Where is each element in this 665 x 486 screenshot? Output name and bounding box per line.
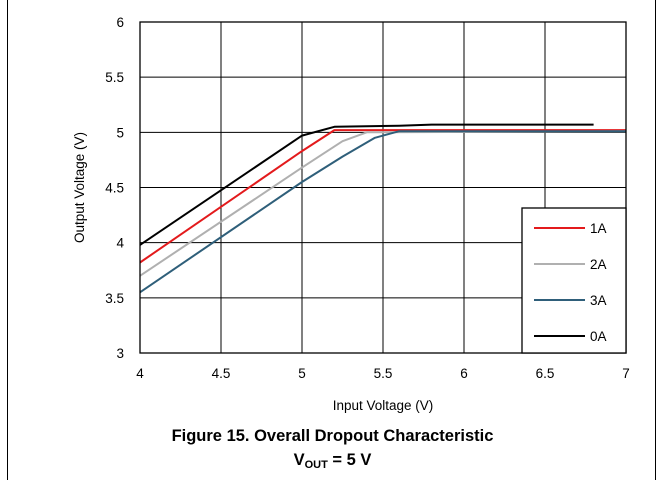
- caption-v: V: [293, 451, 305, 469]
- x-axis-label: Input Voltage (V): [333, 398, 434, 413]
- y-tick-label: 4: [116, 236, 124, 251]
- x-tick-label: 4: [136, 366, 144, 381]
- caption-subscript: OUT: [304, 459, 328, 471]
- x-tick-label: 5: [298, 366, 306, 381]
- dropout-chart: 4 4.5 5 5.5 6 6.5 7 3 3.5 4 4.5 5 5.5 6 Input Voltage…: [72, 15, 630, 413]
- y-axis-label: Output Voltage (V): [72, 132, 87, 243]
- x-tick-label: 4.5: [212, 366, 231, 381]
- figure-frame: [7, 0, 656, 480]
- series-line-1A: [139, 129, 626, 264]
- y-tick-label: 4.5: [105, 181, 124, 196]
- y-tick-label: 3: [116, 346, 124, 361]
- y-tick-label: 6: [116, 15, 124, 30]
- y-tick-label: 3.5: [105, 291, 124, 306]
- figure-caption-title: Figure 15. Overall Dropout Characteristi…: [171, 427, 494, 445]
- figure-caption-condition: VOUT = 5 V: [0, 451, 665, 471]
- legend-label-2A: 2A: [590, 257, 607, 272]
- plot-border: [139, 21, 627, 354]
- series-line-0A: [139, 123, 594, 246]
- series-line-3A: [139, 130, 626, 294]
- legend-label-3A: 3A: [590, 293, 607, 308]
- series-lines: [139, 123, 627, 294]
- legend-label-1A: 1A: [590, 221, 607, 236]
- x-tick-label: 7: [622, 366, 630, 381]
- x-tick-label: 6.5: [536, 366, 555, 381]
- y-tick-label: 5.5: [105, 70, 124, 85]
- legend: 1A 2A 3A 0A: [521, 207, 627, 354]
- tick-labels: 4 4.5 5 5.5 6 6.5 7 3 3.5 4 4.5 5 5.5 6: [105, 15, 630, 381]
- caption-value: = 5 V: [327, 451, 372, 469]
- legend-label-0A: 0A: [590, 329, 607, 344]
- x-tick-label: 5.5: [374, 366, 393, 381]
- x-tick-label: 6: [460, 366, 468, 381]
- y-tick-label: 5: [116, 125, 124, 140]
- legend-box: [521, 207, 627, 354]
